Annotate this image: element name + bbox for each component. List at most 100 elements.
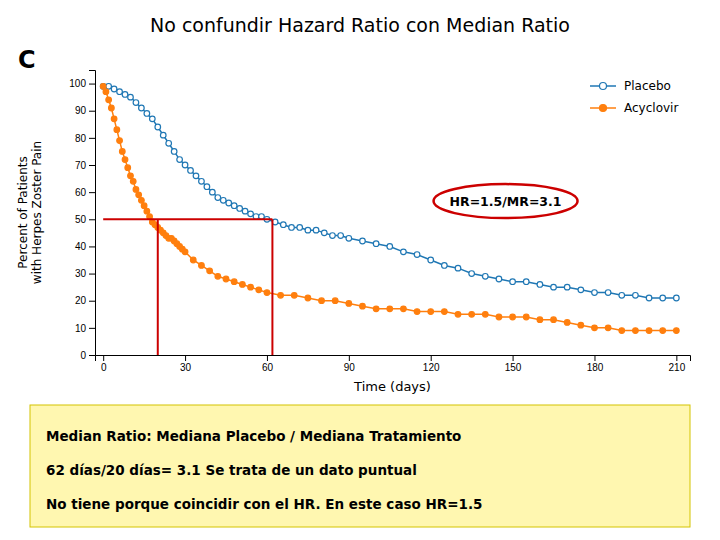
x-tick-label: 180 xyxy=(587,362,604,373)
series-point xyxy=(122,92,128,98)
series-point xyxy=(190,257,196,263)
y-tick-mark xyxy=(89,301,95,302)
annotation-oval xyxy=(434,184,578,218)
series-point xyxy=(332,298,338,304)
series-line xyxy=(103,86,676,298)
series-point xyxy=(523,314,529,320)
series-point xyxy=(207,268,213,274)
series-point xyxy=(482,311,488,317)
y-tick-mark xyxy=(89,138,95,139)
y-tick: 70 xyxy=(75,160,95,171)
x-tick-mark xyxy=(431,355,432,361)
y-axis: 0102030405060708090100 xyxy=(69,71,95,361)
y-tick: 40 xyxy=(75,241,95,252)
series-point xyxy=(248,211,254,217)
series-point xyxy=(117,89,123,95)
series-point xyxy=(182,162,188,168)
series-point xyxy=(401,306,407,312)
series-point xyxy=(469,311,475,317)
series-point xyxy=(633,292,639,298)
y-tick-label: 90 xyxy=(75,105,87,116)
panel-label: C xyxy=(18,46,36,74)
series-point xyxy=(578,287,584,293)
series-point xyxy=(139,197,145,203)
y-tick-mark xyxy=(89,274,95,275)
x-tick-label: 0 xyxy=(101,362,107,373)
series-point xyxy=(360,238,366,244)
series-point xyxy=(551,284,557,290)
legend-item: Placebo xyxy=(590,79,671,93)
series-point xyxy=(278,292,284,298)
y-tick: 30 xyxy=(75,268,95,279)
series-point xyxy=(297,225,303,231)
x-tick: 150 xyxy=(505,355,522,373)
series-point xyxy=(496,276,502,282)
series-point xyxy=(103,89,109,95)
y-tick: 80 xyxy=(75,133,95,144)
x-tick: 120 xyxy=(423,355,440,373)
series-point xyxy=(646,295,652,301)
series-point xyxy=(313,227,319,233)
series-point xyxy=(122,157,128,163)
series-point xyxy=(111,86,117,92)
y-tick-label: 60 xyxy=(75,187,87,198)
x-axis: 0306090120150180210 xyxy=(96,355,691,373)
series-point xyxy=(114,127,120,133)
series-point xyxy=(188,168,194,174)
series-point xyxy=(133,187,139,193)
series-point xyxy=(373,306,379,312)
series-point xyxy=(231,203,237,209)
y-tick-label: 0 xyxy=(80,350,86,361)
series-point xyxy=(551,317,557,323)
series-point xyxy=(171,149,177,155)
note: 62 días/20 días= 3.1 Se trata de un dato… xyxy=(46,462,417,478)
series-point xyxy=(193,173,199,179)
series-point xyxy=(289,225,295,231)
series-point xyxy=(646,328,652,334)
series-point xyxy=(264,290,270,296)
notes-box xyxy=(30,405,690,527)
series-point xyxy=(414,309,420,315)
series-point xyxy=(223,276,229,282)
series-point xyxy=(442,309,448,315)
series-point xyxy=(133,100,139,106)
y-tick-label: 30 xyxy=(75,268,87,279)
series-point xyxy=(633,328,639,334)
series-point xyxy=(226,200,232,206)
series-point xyxy=(215,273,221,279)
series-point xyxy=(109,105,115,111)
series-point xyxy=(215,195,221,201)
x-tick-label: 60 xyxy=(262,362,274,373)
series-point xyxy=(237,206,243,212)
x-tick-label: 90 xyxy=(344,362,356,373)
series-point xyxy=(564,284,570,290)
y-tick: 60 xyxy=(75,187,95,198)
y-axis-title: Percent of Patientswith Herpes Zoster Pa… xyxy=(16,141,44,284)
series-point xyxy=(338,233,344,239)
x-tick: 60 xyxy=(262,355,274,373)
series-point xyxy=(660,328,666,334)
series-point xyxy=(469,271,475,277)
x-axis-title: Time (days) xyxy=(353,379,431,394)
series-point xyxy=(578,322,584,328)
series-point xyxy=(442,263,448,269)
series-point xyxy=(130,178,136,184)
x-tick: 180 xyxy=(587,355,604,373)
median-treatment-line xyxy=(157,219,159,355)
y-tick-label: 10 xyxy=(75,323,87,334)
series-point xyxy=(111,116,117,122)
series-point xyxy=(592,325,598,331)
y-tick-label: 70 xyxy=(75,160,87,171)
series-point xyxy=(537,317,543,323)
series-point xyxy=(330,233,336,239)
y-tick-mark xyxy=(89,84,95,85)
x-tick: 0 xyxy=(101,355,107,373)
x-tick-label: 150 xyxy=(505,362,522,373)
legend: PlaceboAcyclovir xyxy=(590,79,678,115)
y-tick-mark xyxy=(89,328,95,329)
series-point xyxy=(177,157,183,163)
title: No confundir Hazard Ratio con Median Rat… xyxy=(150,14,570,36)
series-point xyxy=(199,263,205,269)
series-point xyxy=(605,290,611,296)
note: Median Ratio: Mediana Placebo / Mediana … xyxy=(46,428,461,444)
